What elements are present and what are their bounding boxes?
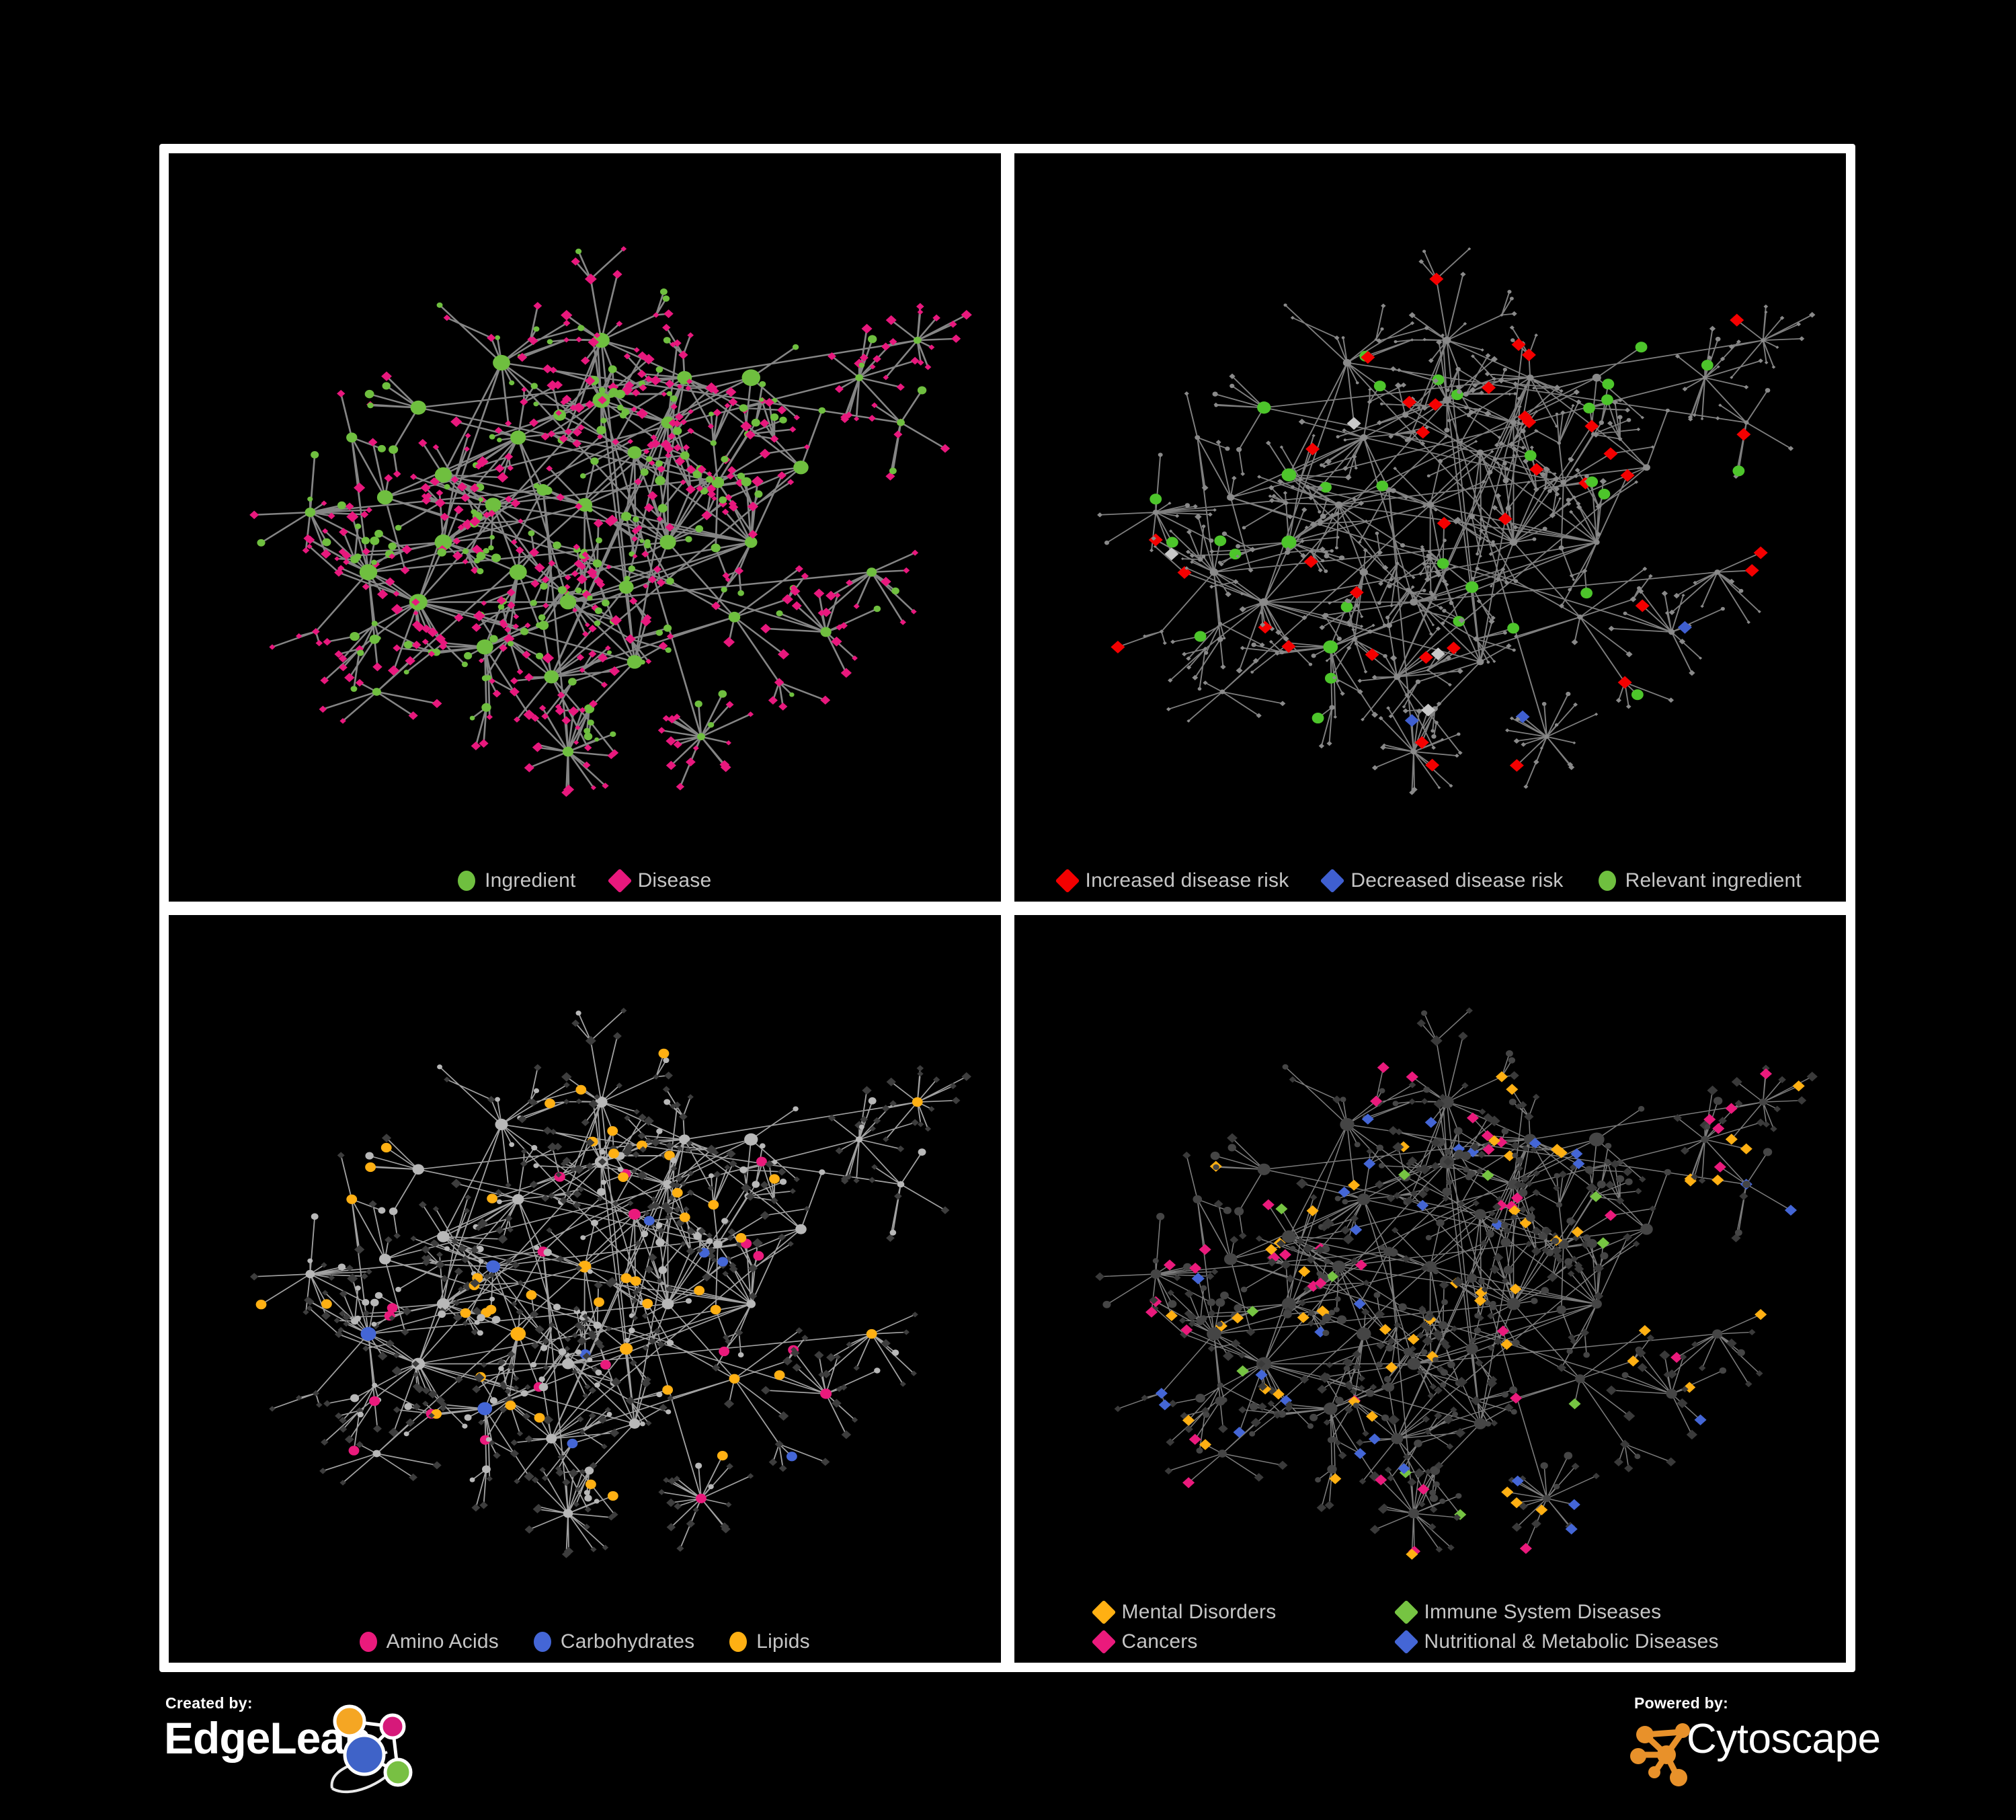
panel-disease-risk[interactable]: Increased disease risk Decreased disease… (1014, 153, 1847, 902)
footer: Created by: EdgeLeap Powered by: Cytosca… (0, 1681, 2016, 1809)
network-canvas-2[interactable] (1014, 153, 1847, 902)
cytoscape-logo[interactable]: Powered by: Cytoscape (1559, 1689, 1935, 1796)
panel-ingredient-disease[interactable]: Ingredient Disease (169, 153, 1001, 902)
cytoscape-network-icon (1630, 1723, 1690, 1786)
network-canvas-3[interactable] (169, 915, 1001, 1663)
panel-disease-classes[interactable]: Mental Disorders Immune System Diseases … (1014, 914, 1847, 1663)
network-graph-2 (1096, 247, 1815, 795)
edgeleap-logo[interactable]: Created by: EdgeLeap (161, 1689, 511, 1796)
panel-grid: Ingredient Disease Increased disease r (159, 144, 1855, 1672)
network-graph-1 (249, 246, 972, 797)
powered-by-label: Powered by: (1634, 1694, 1729, 1712)
panel-nutrient-classes[interactable]: Amino Acids Carbohydrates Lipids (169, 914, 1001, 1663)
network-canvas-1[interactable] (169, 153, 1001, 902)
cytoscape-wordmark: Cytoscape (1687, 1716, 1881, 1762)
network-graph-3 (249, 1007, 972, 1558)
created-by-label: Created by: (165, 1694, 253, 1712)
network-graph-4 (1094, 1006, 1818, 1560)
network-canvas-4[interactable] (1014, 915, 1847, 1663)
edgeleap-network-icon (330, 1704, 413, 1794)
